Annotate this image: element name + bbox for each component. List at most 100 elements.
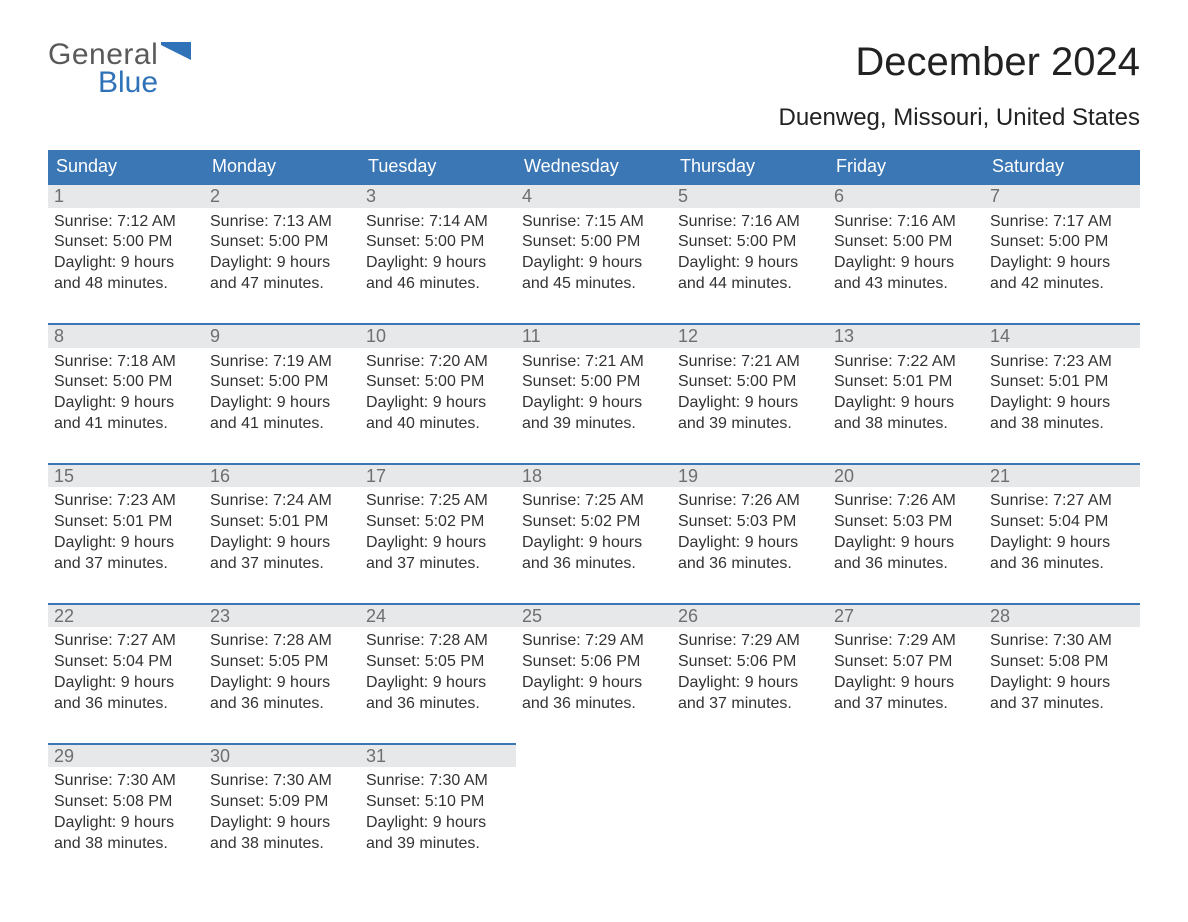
day-number: 30 [204, 743, 360, 768]
day-cell [984, 743, 1140, 855]
day-d1: Daylight: 9 hours [522, 533, 666, 554]
day-body: Sunrise: 7:27 AMSunset: 5:04 PMDaylight:… [48, 627, 204, 714]
day-d1: Daylight: 9 hours [678, 673, 822, 694]
day-number: 8 [48, 323, 204, 348]
day-cell: 15Sunrise: 7:23 AMSunset: 5:01 PMDayligh… [48, 463, 204, 575]
day-d1: Daylight: 9 hours [678, 393, 822, 414]
day-sunrise: Sunrise: 7:16 AM [834, 212, 978, 233]
day-sunset: Sunset: 5:02 PM [522, 512, 666, 533]
day-sunset: Sunset: 5:00 PM [210, 232, 354, 253]
day-cell [516, 743, 672, 855]
day-sunrise: Sunrise: 7:25 AM [522, 491, 666, 512]
day-sunset: Sunset: 5:00 PM [678, 372, 822, 393]
day-number: 15 [48, 463, 204, 488]
day-body: Sunrise: 7:14 AMSunset: 5:00 PMDaylight:… [360, 208, 516, 295]
day-d2: and 41 minutes. [54, 414, 198, 435]
day-sunrise: Sunrise: 7:15 AM [522, 212, 666, 233]
day-cell: 6Sunrise: 7:16 AMSunset: 5:00 PMDaylight… [828, 183, 984, 295]
day-number: 1 [48, 183, 204, 208]
day-body: Sunrise: 7:26 AMSunset: 5:03 PMDaylight:… [672, 487, 828, 574]
day-sunrise: Sunrise: 7:22 AM [834, 352, 978, 373]
day-cell: 12 Sunrise: 7:21 AMSunset: 5:00 PMDayligh… [672, 323, 828, 435]
day-body: Sunrise: 7:29 AMSunset: 5:06 PMDaylight:… [672, 627, 828, 714]
day-sunset: Sunset: 5:09 PM [210, 792, 354, 813]
day-d1: Daylight: 9 hours [522, 253, 666, 274]
day-number: 31 [360, 743, 516, 768]
day-sunrise: Sunrise: 7:20 AM [366, 352, 510, 373]
day-number: 26 [672, 603, 828, 628]
day-number: 12 [672, 323, 828, 348]
day-sunset: Sunset: 5:03 PM [678, 512, 822, 533]
weeks-container: 1Sunrise: 7:12 AMSunset: 5:00 PMDaylight… [48, 183, 1140, 854]
day-cell: 7Sunrise: 7:17 AMSunset: 5:00 PMDaylight… [984, 183, 1140, 295]
day-sunrise: Sunrise: 7:21 AM [678, 352, 822, 373]
day-sunset: Sunset: 5:00 PM [522, 232, 666, 253]
day-d2: and 37 minutes. [210, 554, 354, 575]
day-cell: 13Sunrise: 7:22 AMSunset: 5:01 PMDayligh… [828, 323, 984, 435]
day-body: Sunrise: 7:16 AMSunset: 5:00 PMDaylight:… [828, 208, 984, 295]
day-body: Sunrise: 7:16 AMSunset: 5:00 PMDaylight:… [672, 208, 828, 295]
day-number: 9 [204, 323, 360, 348]
dow-cell: Thursday [672, 151, 828, 183]
day-d2: and 37 minutes. [54, 554, 198, 575]
day-sunset: Sunset: 5:05 PM [210, 652, 354, 673]
day-body: Sunrise: 7:17 AMSunset: 5:00 PMDaylight:… [984, 208, 1140, 295]
day-body: Sunrise: 7:23 AMSunset: 5:01 PMDaylight:… [48, 487, 204, 574]
day-cell: 25Sunrise: 7:29 AMSunset: 5:06 PMDayligh… [516, 603, 672, 715]
day-cell: 2Sunrise: 7:13 AMSunset: 5:00 PMDaylight… [204, 183, 360, 295]
day-body: Sunrise: 7:29 AMSunset: 5:06 PMDaylight:… [516, 627, 672, 714]
day-d2: and 36 minutes. [522, 554, 666, 575]
dow-cell: Sunday [48, 151, 204, 183]
day-d2: and 42 minutes. [990, 274, 1134, 295]
day-d2: and 36 minutes. [522, 694, 666, 715]
day-cell: 14Sunrise: 7:23 AMSunset: 5:01 PMDayligh… [984, 323, 1140, 435]
page-title: December 2024 [855, 40, 1140, 85]
day-d1: Daylight: 9 hours [210, 673, 354, 694]
day-d1: Daylight: 9 hours [210, 813, 354, 834]
week-row: 15Sunrise: 7:23 AMSunset: 5:01 PMDayligh… [48, 463, 1140, 575]
day-body: Sunrise: 7:20 AMSunset: 5:00 PMDaylight:… [360, 348, 516, 435]
week-row: 29Sunrise: 7:30 AMSunset: 5:08 PMDayligh… [48, 743, 1140, 855]
day-body: Sunrise: 7:25 AMSunset: 5:02 PMDaylight:… [360, 487, 516, 574]
day-cell: 24Sunrise: 7:28 AMSunset: 5:05 PMDayligh… [360, 603, 516, 715]
day-d1: Daylight: 9 hours [834, 673, 978, 694]
day-sunset: Sunset: 5:00 PM [678, 232, 822, 253]
day-d1: Daylight: 9 hours [990, 533, 1134, 554]
day-sunrise: Sunrise: 7:28 AM [210, 631, 354, 652]
day-sunrise: Sunrise: 7:27 AM [54, 631, 198, 652]
day-d2: and 38 minutes. [54, 834, 198, 855]
day-sunrise: Sunrise: 7:30 AM [990, 631, 1134, 652]
day-sunset: Sunset: 5:01 PM [990, 372, 1134, 393]
day-number: 27 [828, 603, 984, 628]
day-body: Sunrise: 7:22 AMSunset: 5:01 PMDaylight:… [828, 348, 984, 435]
day-sunrise: Sunrise: 7:26 AM [678, 491, 822, 512]
day-sunrise: Sunrise: 7:29 AM [678, 631, 822, 652]
day-d1: Daylight: 9 hours [210, 253, 354, 274]
day-body: Sunrise: 7:26 AMSunset: 5:03 PMDaylight:… [828, 487, 984, 574]
day-d1: Daylight: 9 hours [522, 393, 666, 414]
day-d1: Daylight: 9 hours [366, 533, 510, 554]
day-sunset: Sunset: 5:00 PM [366, 232, 510, 253]
day-cell: 20Sunrise: 7:26 AMSunset: 5:03 PMDayligh… [828, 463, 984, 575]
day-sunset: Sunset: 5:06 PM [522, 652, 666, 673]
day-d1: Daylight: 9 hours [990, 393, 1134, 414]
day-body: Sunrise: 7:30 AMSunset: 5:08 PMDaylight:… [984, 627, 1140, 714]
day-sunrise: Sunrise: 7:19 AM [210, 352, 354, 373]
day-cell: 4Sunrise: 7:15 AMSunset: 5:00 PMDaylight… [516, 183, 672, 295]
day-cell: 9Sunrise: 7:19 AMSunset: 5:00 PMDaylight… [204, 323, 360, 435]
day-d1: Daylight: 9 hours [366, 253, 510, 274]
day-cell: 17Sunrise: 7:25 AMSunset: 5:02 PMDayligh… [360, 463, 516, 575]
day-sunset: Sunset: 5:00 PM [990, 232, 1134, 253]
day-body: Sunrise: 7:29 AMSunset: 5:07 PMDaylight:… [828, 627, 984, 714]
day-d2: and 36 minutes. [678, 554, 822, 575]
day-body: Sunrise: 7:12 AMSunset: 5:00 PMDaylight:… [48, 208, 204, 295]
day-d2: and 36 minutes. [54, 694, 198, 715]
dow-cell: Monday [204, 151, 360, 183]
day-sunrise: Sunrise: 7:18 AM [54, 352, 198, 373]
day-number: 5 [672, 183, 828, 208]
day-sunset: Sunset: 5:00 PM [522, 372, 666, 393]
day-number: 3 [360, 183, 516, 208]
day-sunset: Sunset: 5:00 PM [54, 372, 198, 393]
day-d1: Daylight: 9 hours [990, 253, 1134, 274]
day-d1: Daylight: 9 hours [678, 533, 822, 554]
